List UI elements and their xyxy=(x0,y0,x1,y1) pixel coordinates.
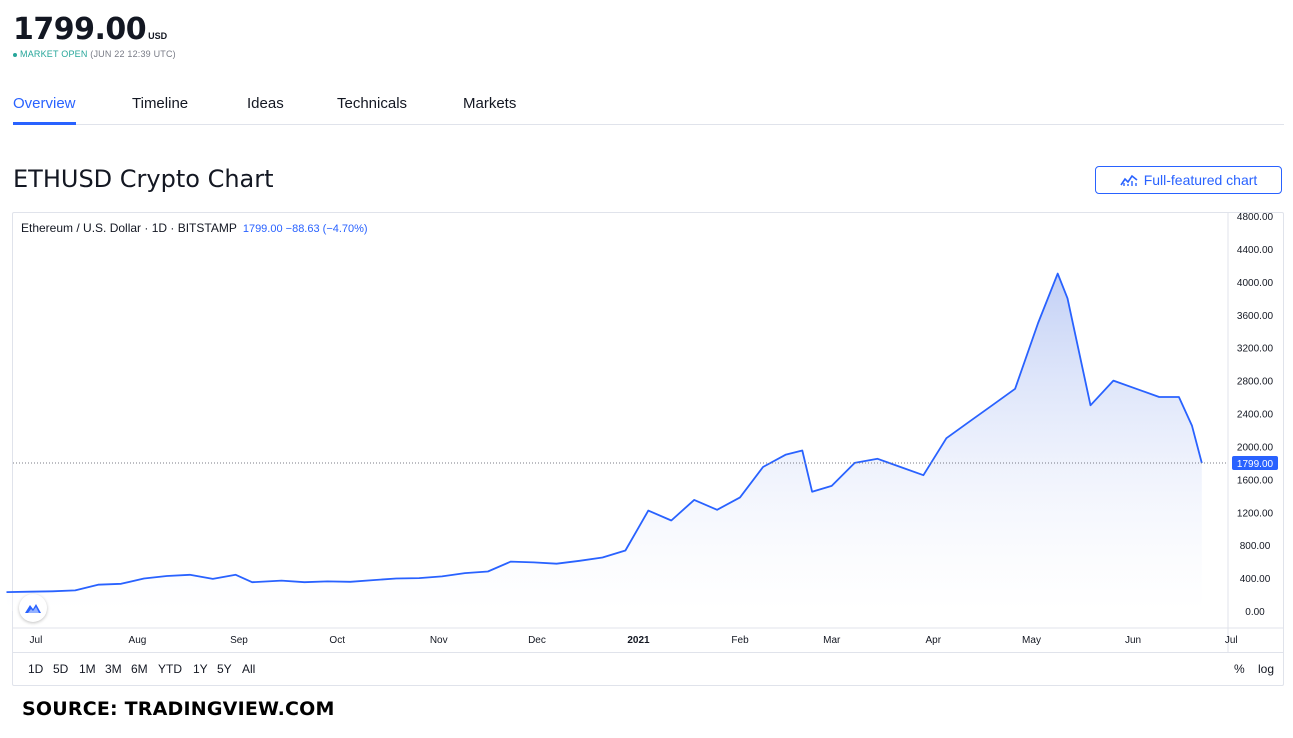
chart-legend: Ethereum / U.S. Dollar · 1D · BITSTAMP 17… xyxy=(21,221,368,235)
full-featured-chart-button[interactable]: Full-featured chart xyxy=(1095,166,1282,194)
y-tick-label: 2800.00 xyxy=(1237,377,1274,388)
x-tick-label: May xyxy=(1022,635,1041,646)
range-button-1y[interactable]: 1Y xyxy=(193,662,208,676)
y-tick-label: 4000.00 xyxy=(1237,278,1274,289)
tab-timeline[interactable]: Timeline xyxy=(132,95,189,112)
tradingview-logo-icon[interactable] xyxy=(19,594,47,622)
range-button-ytd[interactable]: YTD xyxy=(158,662,182,676)
percent-scale-button[interactable]: % xyxy=(1234,662,1245,676)
market-status: MARKET OPEN (JUN 22 12:39 UTC) xyxy=(13,49,176,59)
x-tick-label: Oct xyxy=(329,635,345,646)
range-button-1d[interactable]: 1D xyxy=(28,662,44,676)
tab-markets[interactable]: Markets xyxy=(463,95,517,112)
chart-icon xyxy=(1120,173,1138,187)
y-tick-label: 1200.00 xyxy=(1237,508,1274,519)
y-tick-label: 800.00 xyxy=(1240,541,1271,552)
current-price: 1799.00 xyxy=(13,12,147,47)
y-tick-label: 1600.00 xyxy=(1237,475,1274,486)
legend-symbol: Ethereum / U.S. Dollar · 1D · BITSTAMP xyxy=(21,221,237,235)
tab-overview[interactable]: Overview xyxy=(13,95,76,125)
x-tick-label: 2021 xyxy=(627,635,650,646)
market-status-label: MARKET OPEN xyxy=(20,49,88,59)
page-title: ETHUSD Crypto Chart xyxy=(13,165,274,193)
x-tick-label: Dec xyxy=(528,635,546,646)
last-price-label: 1799.00 xyxy=(1237,459,1274,470)
y-tick-label: 400.00 xyxy=(1240,574,1271,585)
x-tick-label: Apr xyxy=(925,635,941,646)
range-button-all[interactable]: All xyxy=(242,662,256,676)
x-tick-label: Jul xyxy=(1225,635,1238,646)
tab-technicals[interactable]: Technicals xyxy=(337,95,408,112)
y-tick-label: 3600.00 xyxy=(1237,311,1274,322)
y-tick-label: 4800.00 xyxy=(1237,212,1274,223)
price-header: 1799.00 USD MARKET OPEN (JUN 22 12:39 UTC… xyxy=(13,12,176,59)
status-dot-icon xyxy=(13,52,17,57)
x-tick-label: Nov xyxy=(430,635,448,646)
range-button-1m[interactable]: 1M xyxy=(79,662,96,676)
legend-values: 1799.00 −88.63 (−4.70%) xyxy=(242,223,368,235)
chart-container xyxy=(12,212,1284,686)
y-tick-label: 0.00 xyxy=(1245,607,1265,618)
price-row: 1799.00 USD xyxy=(13,12,176,47)
range-toolbar: 1D 5D 1M 3M 6M YTD 1Y 5Y All % log xyxy=(13,652,1283,685)
x-tick-label: Aug xyxy=(129,635,147,646)
price-series-line xyxy=(6,272,1203,593)
price-area-fill xyxy=(6,273,1202,611)
y-tick-label: 4400.00 xyxy=(1237,245,1274,256)
y-tick-label: 2400.00 xyxy=(1237,410,1274,421)
source-caption: SOURCE: TRADINGVIEW.COM xyxy=(22,698,335,720)
y-tick-label: 3200.00 xyxy=(1237,344,1274,355)
log-scale-button[interactable]: log xyxy=(1258,662,1275,676)
y-tick-label: 2000.00 xyxy=(1237,442,1274,453)
tab-ideas[interactable]: Ideas xyxy=(247,95,284,112)
range-button-5y[interactable]: 5Y xyxy=(217,662,232,676)
x-tick-label: Jul xyxy=(30,635,43,646)
x-tick-label: Mar xyxy=(823,635,841,646)
x-tick-label: Jun xyxy=(1125,635,1141,646)
price-currency: USD xyxy=(148,31,168,41)
range-button-3m[interactable]: 3M xyxy=(105,662,122,676)
market-status-time: (JUN 22 12:39 UTC) xyxy=(90,49,176,59)
tab-bar: Overview Timeline Ideas Technicals Marke… xyxy=(13,90,1284,125)
x-tick-label: Feb xyxy=(731,635,749,646)
x-tick-label: Sep xyxy=(230,635,248,646)
full-featured-chart-label: Full-featured chart xyxy=(1143,172,1258,188)
last-price-badge xyxy=(1232,455,1278,470)
range-button-5d[interactable]: 5D xyxy=(53,662,69,676)
range-button-6m[interactable]: 6M xyxy=(131,662,148,676)
